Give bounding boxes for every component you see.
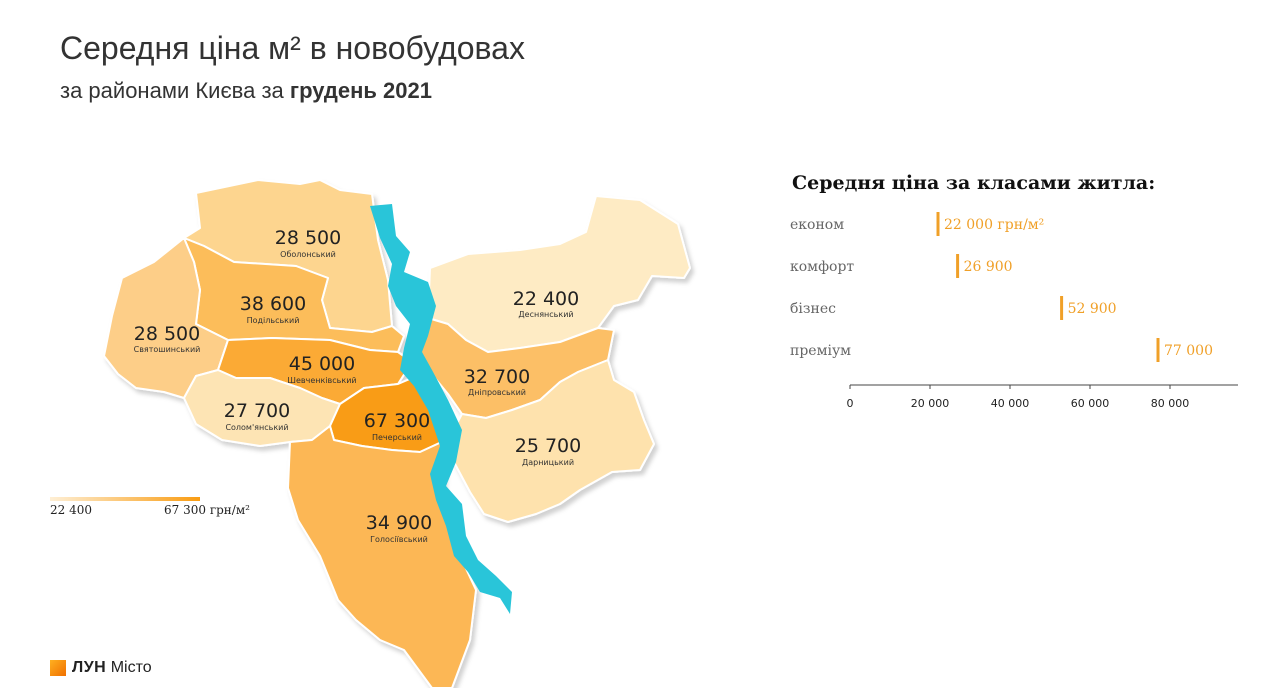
district-value-sviatoshynskyi: 28 500 [134, 323, 200, 345]
district-name-darnytskyi: Дарницький [522, 458, 574, 467]
district-name-dniprovskyi: Дніпровський [468, 388, 526, 397]
x-tick-label: 60 000 [1071, 397, 1110, 410]
district-name-podilskyi: Подільський [247, 316, 300, 325]
district-name-obolonskyi: Оболонський [280, 250, 336, 259]
district-name-solomianskyi: Солом'янський [225, 423, 288, 432]
legend-max-label: 67 300 грн/м² [164, 503, 250, 517]
legend-gradient-bar [50, 497, 200, 501]
bar-category-label: економ [790, 217, 844, 233]
x-tick-label: 0 [847, 397, 854, 410]
kyiv-districts-map: 28 500 Оболонський 38 600 Подільський 28… [50, 179, 691, 688]
bar-marker [956, 254, 960, 278]
x-tick-label: 80 000 [1151, 397, 1190, 410]
x-tick-label: 20 000 [911, 397, 950, 410]
bar-value-label: 52 900 [1068, 301, 1117, 317]
district-value-holosiivskyi: 34 900 [366, 512, 432, 534]
subtitle-prefix: за районами Києва за [60, 78, 290, 103]
district-name-desnianskyi: Деснянський [518, 310, 573, 319]
district-value-obolonskyi: 28 500 [275, 227, 341, 249]
bar-category-label: преміум [790, 343, 851, 359]
legend-min-label: 22 400 [50, 503, 92, 517]
lun-logo-bold: ЛУН [72, 659, 107, 676]
lun-logo: ЛУН Місто [50, 659, 152, 677]
bar-value-label: 22 000 грн/м² [944, 217, 1044, 233]
color-legend: 22 400 67 300 грн/м² [50, 497, 250, 517]
district-name-sviatoshynskyi: Святошинський [134, 345, 201, 354]
bar-marker [1156, 338, 1160, 362]
bar-value-label: 26 900 [964, 259, 1013, 275]
housing-class-bar-chart: економ 22 000 грн/м² комфорт 26 900 бізнес 52… [790, 212, 1238, 410]
district-desnianskyi[interactable] [427, 195, 691, 353]
district-value-shevchenkivskyi: 45 000 [289, 353, 355, 375]
lun-logo-suffix: Місто [110, 659, 152, 676]
district-labels: 28 500 Оболонський 38 600 Подільський 28… [134, 227, 582, 544]
district-name-pecherskyi: Печерський [372, 433, 422, 442]
x-tick-label: 40 000 [991, 397, 1030, 410]
district-value-solomianskyi: 27 700 [224, 400, 290, 422]
lun-logo-icon [50, 660, 66, 676]
district-value-pecherskyi: 67 300 [364, 410, 430, 432]
district-name-shevchenkivskyi: Шевченківський [287, 376, 356, 385]
district-value-podilskyi: 38 600 [240, 293, 306, 315]
district-value-desnianskyi: 22 400 [513, 288, 579, 310]
page-title: Середня ціна м² в новобудовах [60, 30, 525, 66]
bar-marker [1060, 296, 1064, 320]
lun-logo-text: ЛУН Місто [72, 659, 152, 677]
subtitle-period: грудень 2021 [289, 78, 432, 103]
bar-value-label: 77 000 [1164, 343, 1213, 359]
dnipro-river [370, 204, 512, 614]
district-name-holosiivskyi: Голосіївський [370, 535, 428, 544]
district-darnytskyi[interactable] [447, 359, 655, 523]
page-subtitle: за районами Києва за грудень 2021 [60, 78, 432, 104]
bar-marker [936, 212, 940, 236]
district-value-darnytskyi: 25 700 [515, 435, 581, 457]
district-holosiivskyi[interactable] [287, 425, 477, 688]
bars-chart-title: Середня ціна за класами житла: [792, 172, 1156, 194]
bar-category-label: комфорт [790, 259, 854, 275]
district-value-dniprovskyi: 32 700 [464, 366, 530, 388]
bar-category-label: бізнес [790, 301, 836, 317]
